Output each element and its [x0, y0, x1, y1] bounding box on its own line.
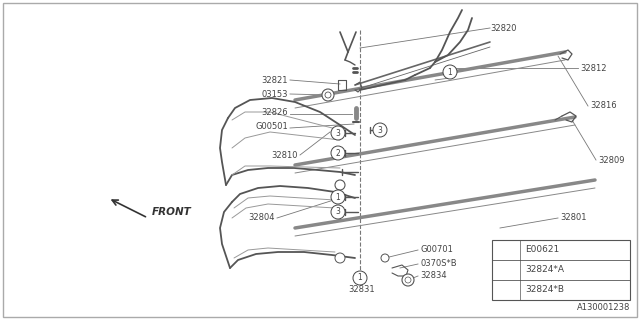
Text: 32809: 32809 — [598, 156, 625, 164]
Circle shape — [405, 277, 411, 283]
Circle shape — [331, 190, 345, 204]
Circle shape — [335, 253, 345, 263]
Circle shape — [402, 274, 414, 286]
Text: 3: 3 — [378, 125, 383, 134]
Text: 32812: 32812 — [580, 63, 607, 73]
Circle shape — [373, 123, 387, 137]
Circle shape — [499, 243, 513, 257]
Text: 3: 3 — [504, 285, 508, 294]
Text: 1: 1 — [335, 193, 340, 202]
Text: 32824*A: 32824*A — [525, 266, 564, 275]
Text: 1: 1 — [358, 274, 362, 283]
Text: 3: 3 — [335, 129, 340, 138]
Circle shape — [499, 283, 513, 297]
Text: 2: 2 — [504, 266, 508, 275]
Text: 32804: 32804 — [248, 213, 275, 222]
Text: 2: 2 — [335, 148, 340, 157]
Text: 1: 1 — [447, 68, 452, 76]
Text: 0370S*B: 0370S*B — [420, 259, 456, 268]
Text: FRONT: FRONT — [152, 207, 192, 217]
Circle shape — [381, 254, 389, 262]
Circle shape — [331, 205, 345, 219]
Circle shape — [325, 92, 331, 98]
Circle shape — [336, 194, 344, 202]
Circle shape — [331, 146, 345, 160]
Text: 32820: 32820 — [490, 23, 516, 33]
Circle shape — [353, 271, 367, 285]
Text: A130001238: A130001238 — [577, 303, 630, 312]
Text: 03153: 03153 — [262, 90, 288, 99]
Circle shape — [322, 89, 334, 101]
Text: 3: 3 — [335, 207, 340, 217]
Text: 32821: 32821 — [262, 76, 288, 84]
Circle shape — [499, 263, 513, 277]
Text: 32834: 32834 — [420, 271, 447, 281]
FancyBboxPatch shape — [492, 240, 630, 300]
Text: G00701: G00701 — [420, 245, 453, 254]
Text: 1: 1 — [504, 245, 508, 254]
Text: 32810: 32810 — [271, 150, 298, 159]
Text: 32816: 32816 — [590, 100, 616, 109]
Text: 32831: 32831 — [349, 285, 375, 294]
Circle shape — [443, 65, 457, 79]
Text: 32826: 32826 — [261, 108, 288, 116]
Text: G00501: G00501 — [255, 122, 288, 131]
Text: 32801: 32801 — [560, 213, 586, 222]
Text: 32824*B: 32824*B — [525, 285, 564, 294]
Circle shape — [331, 126, 345, 140]
Circle shape — [335, 180, 345, 190]
Text: E00621: E00621 — [525, 245, 559, 254]
